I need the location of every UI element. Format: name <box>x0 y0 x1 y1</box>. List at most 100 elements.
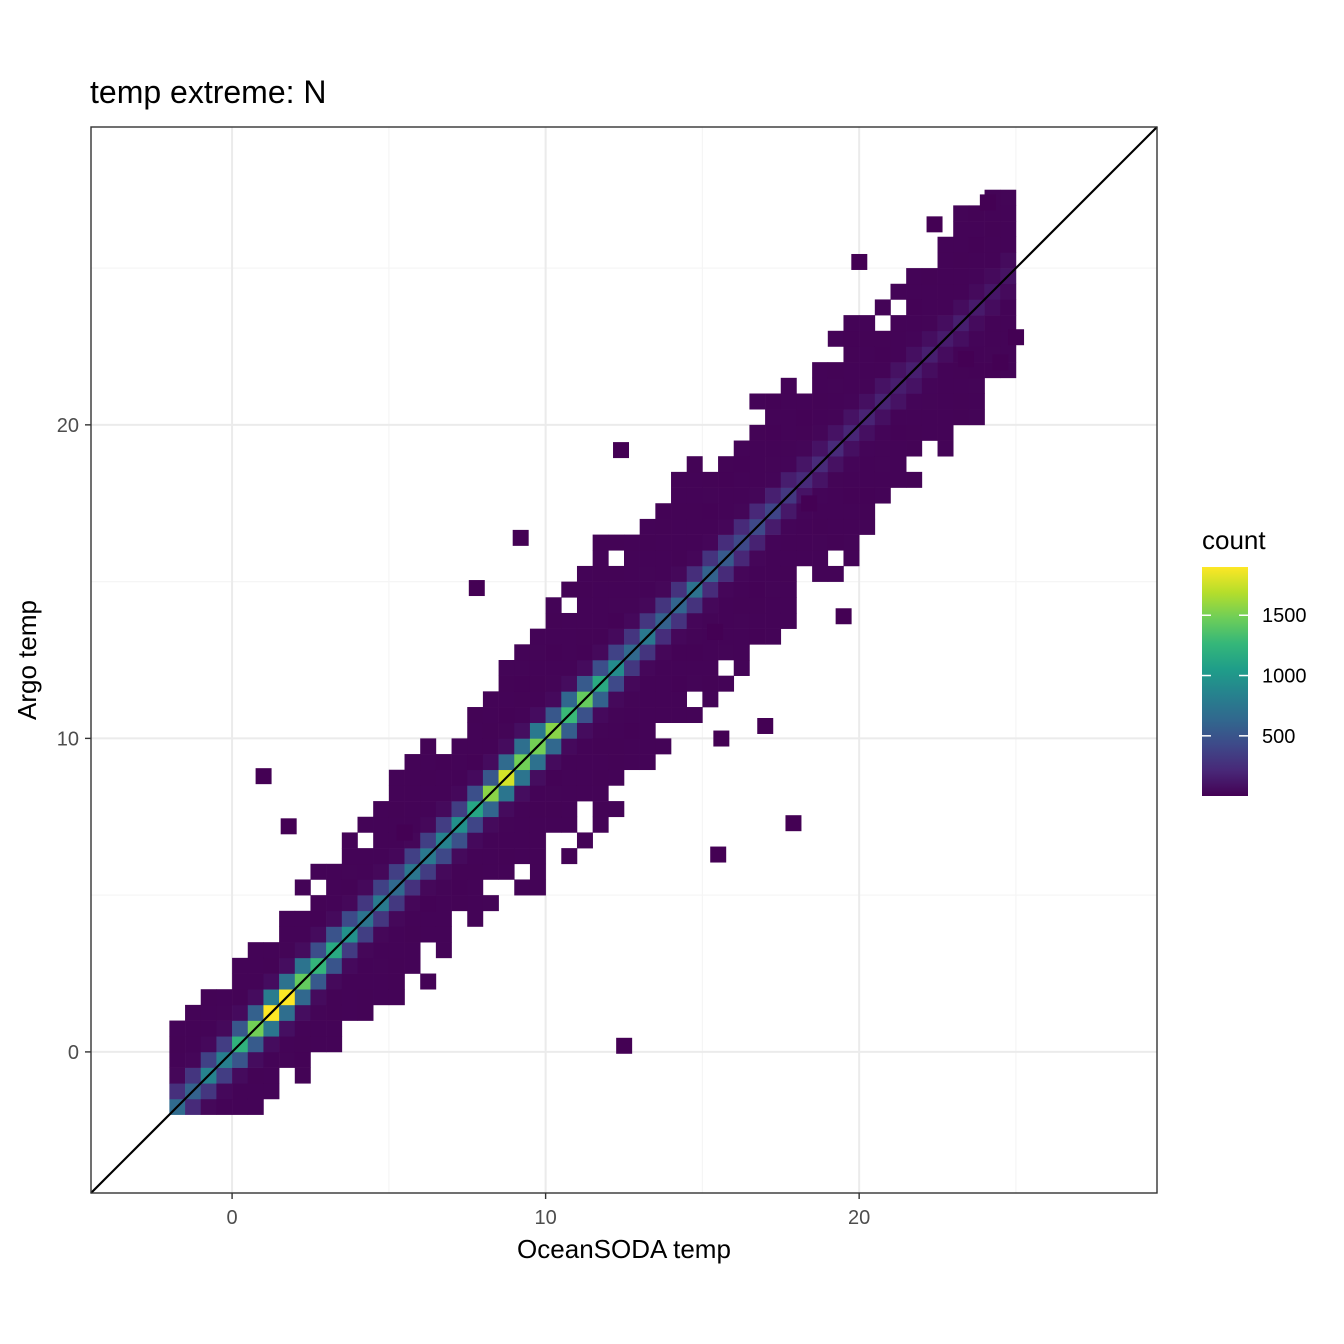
heatmap-cell <box>404 910 421 927</box>
heatmap-cell <box>953 268 970 285</box>
heatmap-cell <box>890 283 907 300</box>
heatmap-cell <box>498 675 515 692</box>
heatmap-cell <box>200 1004 217 1021</box>
heatmap-cell <box>968 315 985 332</box>
heatmap-cell <box>294 1067 311 1084</box>
heatmap-cell <box>263 1051 280 1068</box>
heatmap-cell <box>812 440 829 457</box>
heatmap-cell <box>639 660 656 676</box>
heatmap-cell <box>279 973 296 990</box>
legend-tick-label: 500 <box>1262 726 1295 748</box>
heatmap-cell <box>812 424 829 441</box>
heatmap-cell <box>953 205 970 222</box>
heatmap-cell <box>968 409 985 426</box>
heatmap-cell <box>373 879 390 896</box>
heatmap-cell <box>592 565 609 582</box>
heatmap-cell <box>639 722 656 739</box>
heatmap-cell <box>906 409 923 426</box>
heatmap-cell <box>232 1083 249 1100</box>
heatmap-cell <box>498 738 515 755</box>
heatmap-cell <box>561 612 578 629</box>
heatmap-cell <box>749 550 766 567</box>
heatmap-cell <box>435 910 452 927</box>
heatmap-cell <box>765 456 782 473</box>
heatmap-cell <box>545 801 562 818</box>
heatmap-cell <box>561 722 578 739</box>
heatmap-cell <box>608 612 625 629</box>
heatmap-cell <box>514 660 531 676</box>
heatmap-cell <box>514 675 531 692</box>
heatmap-cell <box>326 895 343 912</box>
heatmap-cell <box>655 518 672 535</box>
heatmap-cell <box>216 1083 233 1100</box>
heatmap-cell <box>686 675 703 692</box>
heatmap-cell <box>529 675 546 692</box>
heatmap-cell <box>780 581 797 598</box>
heatmap-cell <box>373 863 390 880</box>
heatmap-cell <box>624 722 640 739</box>
heatmap-cell <box>937 393 954 410</box>
heatmap-cell <box>890 346 907 363</box>
legend: count 500 1000 1500 <box>1202 525 1307 796</box>
heatmap-cell <box>796 393 813 410</box>
heatmap-cell <box>247 1004 264 1021</box>
heatmap-cell <box>718 503 735 520</box>
heatmap-cell <box>957 351 974 368</box>
heatmap-cell <box>890 471 907 488</box>
heatmap-cell <box>843 315 860 332</box>
heatmap-cell <box>514 832 531 849</box>
heatmap-cell <box>827 503 844 520</box>
heatmap-cell <box>608 581 625 598</box>
heatmap-cell <box>357 989 374 1006</box>
heatmap-cell <box>733 597 750 614</box>
heatmap-cell <box>341 942 358 959</box>
heatmap-cell <box>326 957 343 974</box>
heatmap-cell <box>185 1067 202 1084</box>
heatmap-cell <box>576 785 593 802</box>
heatmap-cell <box>812 565 829 582</box>
heatmap-cell <box>310 1036 327 1053</box>
heatmap-cell <box>796 534 813 551</box>
heatmap-cell <box>294 1036 311 1053</box>
heatmap-cell <box>843 503 860 520</box>
heatmap-cell <box>592 738 609 755</box>
heatmap-cell <box>341 1004 358 1021</box>
heatmap-cell <box>749 440 766 457</box>
heatmap-cell <box>326 1004 343 1021</box>
heatmap-cell <box>984 236 1001 253</box>
heatmap-cell <box>686 518 703 535</box>
heatmap-cell <box>671 565 688 582</box>
heatmap-cell <box>1000 189 1017 206</box>
heatmap-cell <box>341 848 358 865</box>
heatmap-cell <box>514 644 531 661</box>
heatmap-cell <box>812 409 829 426</box>
heatmap-cell <box>608 565 625 582</box>
heatmap-cell <box>529 848 546 865</box>
heatmap-cell <box>827 487 844 504</box>
heatmap-cell <box>388 973 405 990</box>
heatmap-cell <box>357 942 374 959</box>
heatmap-cell <box>639 754 656 771</box>
heatmap-cell <box>613 442 630 459</box>
plot-panel <box>90 126 1158 1194</box>
heatmap-cell <box>968 330 985 347</box>
heatmap-cell <box>467 785 484 802</box>
heatmap-cell <box>671 628 688 645</box>
heatmap-cell <box>592 597 609 614</box>
heatmap-cell <box>200 1083 217 1100</box>
heatmap-cell <box>404 801 421 818</box>
heatmap-cell <box>639 612 656 629</box>
heatmap-cell <box>545 707 562 724</box>
heatmap-cell <box>404 879 421 896</box>
heatmap-cell <box>357 1004 374 1021</box>
heatmap-cell <box>482 832 499 849</box>
heatmap-cell <box>718 675 735 692</box>
heatmap-cell <box>733 487 750 504</box>
heatmap-cell <box>232 989 249 1006</box>
heatmap-cell <box>451 895 468 912</box>
heatmap-cell <box>280 818 297 835</box>
heatmap-cell <box>843 362 860 379</box>
heatmap-cell <box>592 534 609 551</box>
y-axis-title: Argo temp <box>12 600 42 720</box>
heatmap-cell <box>420 910 437 927</box>
